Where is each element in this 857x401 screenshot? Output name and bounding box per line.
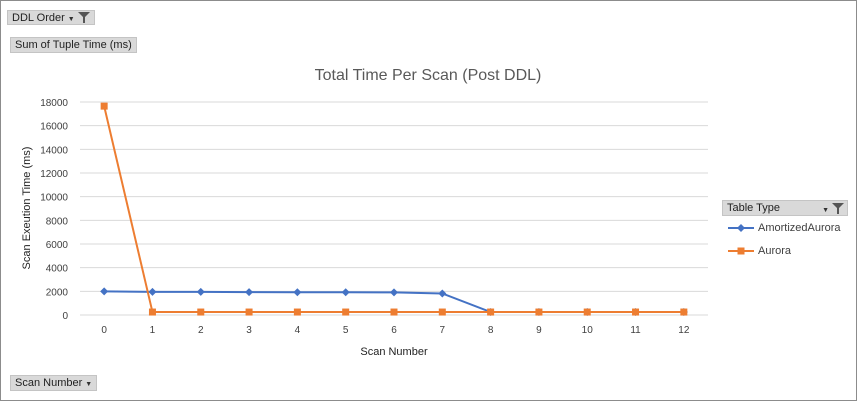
y-axis-ticks: 0 2000 4000 6000 8000 10000 12000 14000 16000 180…	[40, 98, 68, 322]
y-tick-label: 8000	[46, 216, 69, 227]
y-tick-label: 6000	[46, 240, 69, 251]
data-point	[148, 287, 157, 296]
x-tick-label: 8	[488, 325, 494, 336]
data-point	[438, 308, 446, 316]
data-point	[438, 289, 447, 298]
legend-marker-aurora	[728, 247, 754, 255]
y-axis-title: Scan Exeution Time (ms)	[21, 147, 33, 270]
table-type-filter-button[interactable]: Table Type ▼	[722, 200, 848, 216]
gridlines	[80, 101, 708, 316]
y-tick-label: 16000	[40, 122, 68, 133]
data-point	[390, 308, 398, 316]
x-tick-label: 3	[246, 325, 252, 336]
series-line-aurora	[103, 105, 684, 314]
filter-funnel-icon	[832, 203, 844, 214]
data-point	[245, 308, 253, 316]
legend-label-amortized: AmortizedAurora	[758, 222, 841, 234]
table-type-label: Table Type	[727, 202, 781, 214]
data-point	[148, 308, 156, 316]
series-aurora	[100, 102, 688, 316]
x-tick-label: 2	[198, 325, 204, 336]
x-tick-label: 5	[343, 325, 349, 336]
data-point	[583, 308, 591, 316]
y-tick-label: 0	[62, 311, 68, 322]
data-point	[487, 308, 495, 316]
y-tick-label: 12000	[40, 169, 68, 180]
data-point	[293, 288, 302, 297]
x-tick-label: 12	[678, 325, 690, 336]
x-tick-label: 10	[582, 325, 594, 336]
ddl-order-label: DDL Order	[12, 11, 65, 24]
legend: Table Type ▼ AmortizedAurora Aurora	[722, 200, 848, 270]
scan-number-label: Scan Number	[15, 377, 83, 389]
data-point	[535, 308, 543, 316]
data-point	[390, 288, 398, 297]
x-tick-label: 1	[150, 325, 156, 336]
legend-item-amortized: AmortizedAurora	[728, 222, 841, 234]
data-point	[342, 308, 350, 316]
filter-funnel-icon	[77, 12, 90, 23]
sum-tuple-time-button[interactable]: Sum of Tuple Time (ms)	[10, 37, 137, 53]
sum-tuple-time-label: Sum of Tuple Time (ms)	[15, 39, 132, 51]
x-tick-label: 11	[630, 325, 641, 336]
data-point	[680, 308, 688, 316]
data-point	[341, 288, 350, 297]
data-point	[197, 308, 205, 316]
x-axis-ticks: 0 1 2 3 4 5 6 7 8 9 10 11 12	[101, 325, 689, 336]
ddl-order-filter-button[interactable]: DDL Order ▼	[7, 10, 95, 25]
y-tick-label: 14000	[40, 145, 68, 156]
data-point	[100, 102, 108, 110]
dropdown-arrow-icon: ▼	[822, 207, 829, 214]
x-tick-label: 6	[391, 325, 397, 336]
data-point	[196, 287, 205, 296]
x-tick-label: 7	[440, 325, 446, 336]
x-tick-label: 4	[295, 325, 301, 336]
data-point	[293, 308, 301, 316]
x-tick-label: 0	[101, 325, 107, 336]
data-point	[100, 287, 109, 296]
y-tick-label: 10000	[40, 193, 68, 204]
y-tick-label: 4000	[46, 264, 69, 275]
series-layer	[100, 102, 688, 317]
legend-item-aurora: Aurora	[728, 245, 791, 257]
data-point	[245, 288, 254, 297]
dropdown-arrow-icon: ▼	[67, 15, 75, 23]
data-point	[632, 308, 640, 316]
legend-marker-amortized	[728, 224, 754, 232]
chart-title: Total Time Per Scan (Post DDL)	[315, 67, 542, 84]
y-tick-label: 18000	[40, 98, 68, 109]
scan-number-axis-button[interactable]: Scan Number ▼	[10, 375, 98, 391]
legend-label-aurora: Aurora	[758, 245, 792, 257]
x-axis-title: Scan Number	[360, 346, 428, 358]
dropdown-arrow-icon: ▼	[85, 381, 93, 388]
y-tick-label: 2000	[46, 287, 69, 298]
x-tick-label: 9	[536, 325, 542, 336]
